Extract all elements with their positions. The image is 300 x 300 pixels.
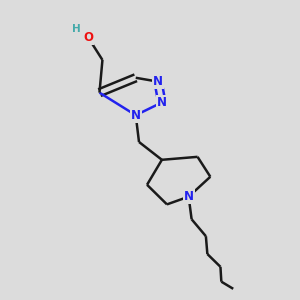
Text: N: N	[157, 96, 167, 109]
Text: N: N	[184, 190, 194, 203]
Text: H: H	[72, 24, 81, 34]
Text: N: N	[131, 109, 141, 122]
Text: N: N	[153, 75, 163, 88]
Text: O: O	[83, 32, 94, 44]
